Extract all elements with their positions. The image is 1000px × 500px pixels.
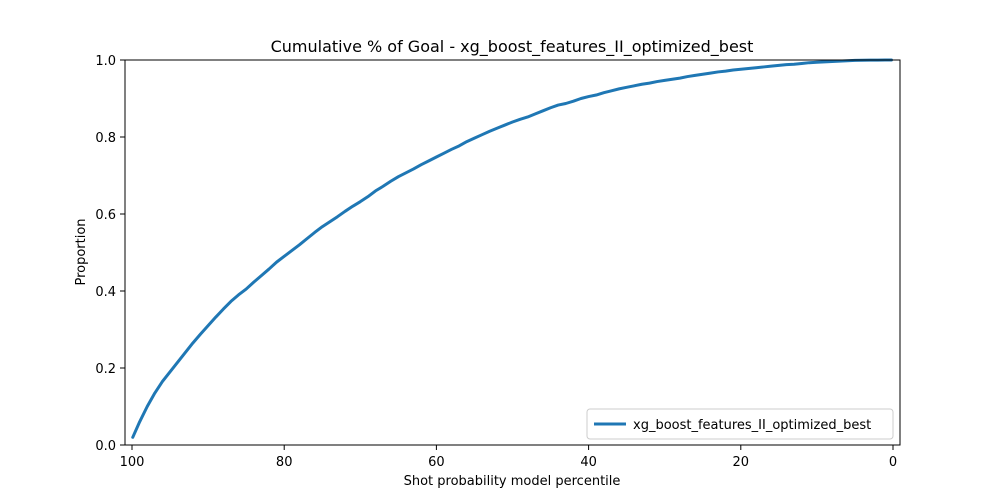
- series-line-0: [131, 58, 893, 439]
- y-tick-label: 0.0: [95, 439, 116, 454]
- y-tick-label: 1.0: [95, 54, 116, 69]
- y-tick-label: 0.6: [95, 208, 116, 223]
- series-layer: [131, 58, 893, 439]
- y-axis-ticks: 0.0 0.2 0.4 0.6 0.8 1.0: [95, 54, 125, 454]
- y-tick-label: 0.4: [95, 285, 116, 300]
- chart-title: Cumulative % of Goal - xg_boost_features…: [271, 37, 754, 57]
- plot-frame: [124, 59, 901, 446]
- legend-entry-label: xg_boost_features_II_optimized_best: [633, 418, 871, 433]
- y-tick-label: 0.2: [95, 362, 116, 377]
- y-axis-label: Proportion: [74, 218, 89, 285]
- y-tick-label: 0.8: [95, 131, 116, 146]
- legend: xg_boost_features_II_optimized_best: [586, 408, 894, 440]
- x-tick-label: 40: [580, 455, 597, 470]
- x-tick-label: 60: [428, 455, 445, 470]
- x-tick-label: 80: [276, 455, 293, 470]
- x-axis-ticks: 100 80 60 40 20 0: [120, 445, 897, 470]
- legend-box: [586, 408, 894, 440]
- x-tick-label: 100: [120, 455, 145, 470]
- x-axis-label: Shot probability model percentile: [404, 474, 621, 489]
- x-tick-label: 0: [889, 455, 897, 470]
- x-tick-label: 20: [733, 455, 750, 470]
